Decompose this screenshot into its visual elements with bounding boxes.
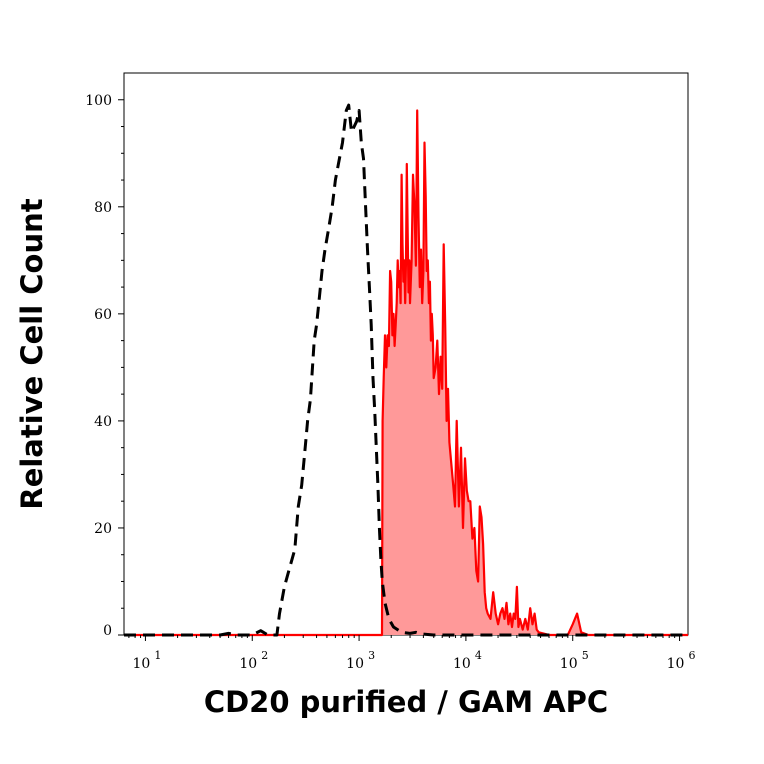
x-tick-base: 10	[346, 656, 364, 672]
series-1-line	[124, 109, 688, 637]
x-tick-label: 101	[133, 649, 162, 672]
y-axis-title: Relative Cell Count	[15, 198, 49, 509]
x-tick-base: 10	[239, 656, 257, 672]
x-axis-title: CD20 purified / GAM APC	[204, 685, 608, 719]
y-tick-label: 60	[94, 307, 112, 323]
x-tick-base: 10	[133, 656, 151, 672]
x-tick-base: 10	[453, 656, 471, 672]
y-tick-label: 100	[85, 93, 112, 109]
x-tick-exponent: 5	[582, 649, 589, 662]
y-tick-label: 0	[103, 623, 112, 639]
y-tick-label: 20	[94, 521, 112, 537]
x-tick-label: 10 6	[667, 649, 696, 672]
x-tick-exponent: 6	[689, 649, 696, 662]
x-tick-base: 10	[560, 656, 578, 672]
x-tick-exponent: 2	[261, 649, 268, 662]
series-1-area	[124, 110, 688, 635]
x-tick-label: 10 2	[239, 649, 268, 672]
x-tick-exponent: 1	[154, 649, 161, 662]
x-tick-label: 10 3	[346, 649, 375, 672]
y-axis-ticks: 0 20 40 60 80 100	[85, 93, 124, 639]
x-tick-label: 10 4	[453, 649, 482, 672]
series-0-line	[124, 103, 688, 637]
x-tick-exponent: 4	[475, 649, 482, 662]
x-tick-exponent: 3	[368, 649, 375, 662]
x-tick-label: 10 5	[560, 649, 589, 672]
x-tick-base: 10	[667, 656, 685, 672]
y-tick-label: 80	[94, 200, 112, 216]
y-tick-label: 40	[94, 414, 112, 430]
series-layer	[124, 103, 688, 637]
